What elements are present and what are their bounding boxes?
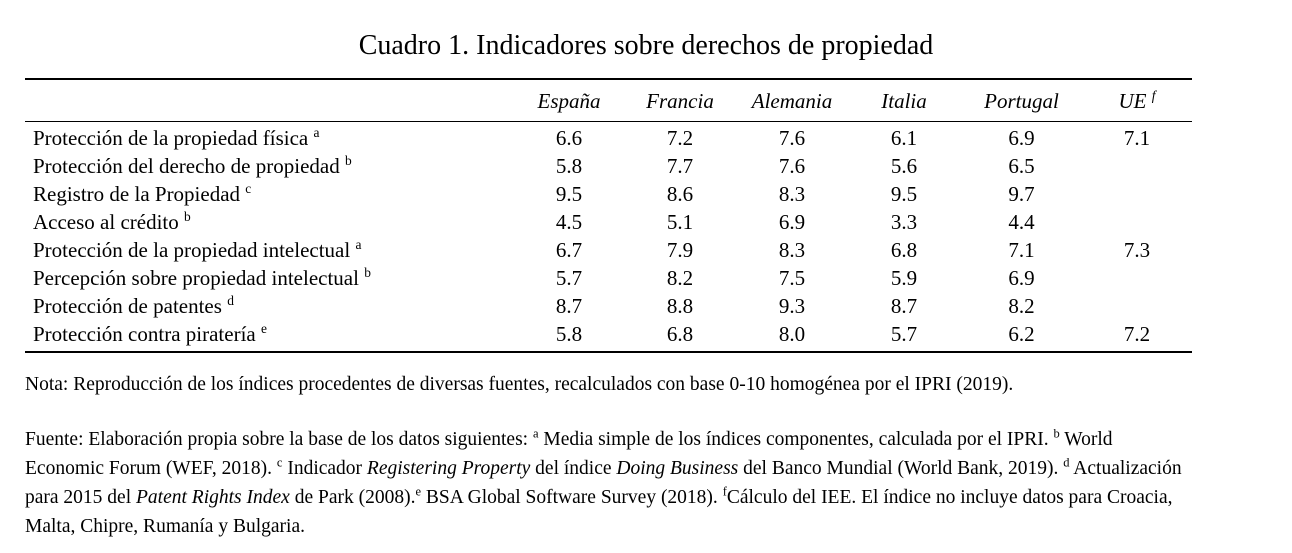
row-label: Protección de la propiedad intelectual a [33, 237, 362, 262]
footnote-marker: f [722, 484, 727, 499]
cell-value: 8.0 [778, 322, 806, 346]
cell-value: 8.7 [555, 294, 583, 318]
cell-value: 6.8 [890, 238, 918, 262]
cell-value: 8.3 [778, 182, 806, 206]
footnote-marker: c [276, 455, 283, 470]
cell-value: 6.8 [666, 322, 694, 346]
cell-value [1082, 181, 1192, 209]
cell-value: 8.6 [666, 182, 694, 206]
column-header: Francia [623, 79, 737, 122]
row-label: Protección contra piratería e [33, 321, 267, 346]
footnote-marker: d [1063, 455, 1070, 470]
cell-value: 7.2 [666, 126, 694, 150]
row-label: Protección de patentes d [33, 293, 234, 318]
table-title: Cuadro 1. Indicadores sobre derechos de … [358, 30, 934, 61]
cell-value: 6.9 [778, 210, 806, 234]
cell-value [1082, 209, 1192, 237]
cell-value: 8.2 [1008, 294, 1035, 318]
table-row: Percepción sobre propiedad intelectual b… [25, 265, 1192, 293]
table-row: Protección del derecho de propiedad b 5.8… [25, 153, 1192, 181]
cell-value: 7.1 [1123, 126, 1151, 150]
cell-value: 9.7 [1008, 182, 1035, 206]
cell-value: 5.8 [555, 154, 583, 178]
table-row: Acceso al crédito b 4.5 5.1 6.9 3.3 4.4 [25, 209, 1192, 237]
footnote-marker: e [415, 484, 421, 499]
row-label: Percepción sobre propiedad intelectual b [33, 265, 371, 290]
footnote-marker: a [355, 237, 362, 252]
cell-value [1082, 293, 1192, 321]
cell-value: 8.7 [890, 294, 918, 318]
cell-value: 7.7 [666, 154, 694, 178]
column-header: España [515, 79, 623, 122]
cell-value: 4.4 [1008, 210, 1035, 234]
cell-value: 8.8 [666, 294, 694, 318]
cell-value: 8.2 [666, 266, 694, 290]
footnote-marker: e [260, 321, 267, 336]
table-body: Protección de la propiedad física a 6.6 7.… [25, 122, 1192, 353]
footnote-marker: a [313, 125, 320, 140]
column-header: Alemania [737, 79, 847, 122]
row-label: Protección del derecho de propiedad b [33, 153, 352, 178]
table-row: Protección de la propiedad física a 6.6 7.… [25, 122, 1192, 153]
cell-value: 3.3 [890, 210, 918, 234]
header-empty-cell [25, 79, 515, 122]
table-header-row: España Francia Alemania Italia Portugal UE f [25, 79, 1192, 122]
footnote-marker: b [344, 153, 352, 168]
italic-term: Registering Property [366, 458, 531, 479]
cell-value: 6.2 [1008, 322, 1035, 346]
cell-value: 9.3 [778, 294, 806, 318]
cell-value: 5.7 [890, 322, 918, 346]
cell-value [1082, 153, 1192, 181]
italic-term: Patent Rights Index [136, 487, 290, 508]
table-row: Registro de la Propiedad c 9.5 8.6 8.3 9.5 9.… [25, 181, 1192, 209]
cell-value: 7.9 [666, 238, 694, 262]
cell-value: 7.2 [1123, 322, 1151, 346]
footnote-marker: c [245, 181, 252, 196]
cell-value: 7.3 [1123, 238, 1151, 262]
cell-value: 5.7 [555, 266, 583, 290]
table-note: Nota: Reproducción de los índices proced… [25, 374, 1014, 395]
footnote-marker: b [184, 209, 191, 224]
cell-value: 8.3 [778, 238, 806, 262]
cell-value: 5.1 [666, 210, 694, 234]
table-row: Protección de patentes d 8.7 8.8 9.3 8.7 8.2 [25, 293, 1192, 321]
cell-value [1082, 265, 1192, 293]
footnote-marker: b [1053, 426, 1060, 441]
cell-value: 6.5 [1008, 154, 1035, 178]
footnote-marker: f [1151, 88, 1156, 103]
table-row: Protección contra piratería e 5.8 6.8 8.0 5.… [25, 321, 1192, 353]
cell-value: 9.5 [890, 182, 918, 206]
cell-value: 6.6 [555, 126, 583, 150]
footnote-marker: a [532, 426, 539, 441]
cell-value: 4.5 [555, 210, 583, 234]
italic-term: Doing Business [616, 458, 739, 479]
indicators-table: España Francia Alemania Italia Portugal UE f … [25, 78, 1192, 353]
cell-value: 6.1 [890, 126, 918, 150]
cell-value: 7.1 [1008, 238, 1035, 262]
cell-value: 6.9 [1008, 266, 1035, 290]
row-label: Registro de la Propiedad c [33, 181, 252, 206]
column-header: Italia [847, 79, 961, 122]
cell-value: 5.8 [555, 322, 583, 346]
cell-value: 6.9 [1008, 126, 1035, 150]
cell-value: 7.5 [778, 266, 806, 290]
table-row: Protección de la propiedad intelectual a… [25, 237, 1192, 265]
cell-value: 5.6 [890, 154, 918, 178]
column-header: UE f [1082, 79, 1192, 122]
row-label: Acceso al crédito b [33, 209, 191, 234]
footnote-marker: b [364, 265, 371, 280]
cell-value: 6.7 [555, 238, 583, 262]
cell-value: 9.5 [555, 182, 583, 206]
cell-value: 7.6 [778, 126, 806, 150]
row-label: Protección de la propiedad física a [33, 125, 320, 150]
cell-value: 7.6 [778, 154, 806, 178]
column-header: Portugal [961, 79, 1082, 122]
footnote-marker: d [227, 293, 234, 308]
table-source: Fuente: Elaboración propia sobre la base… [25, 426, 1182, 537]
cell-value: 5.9 [890, 266, 918, 290]
